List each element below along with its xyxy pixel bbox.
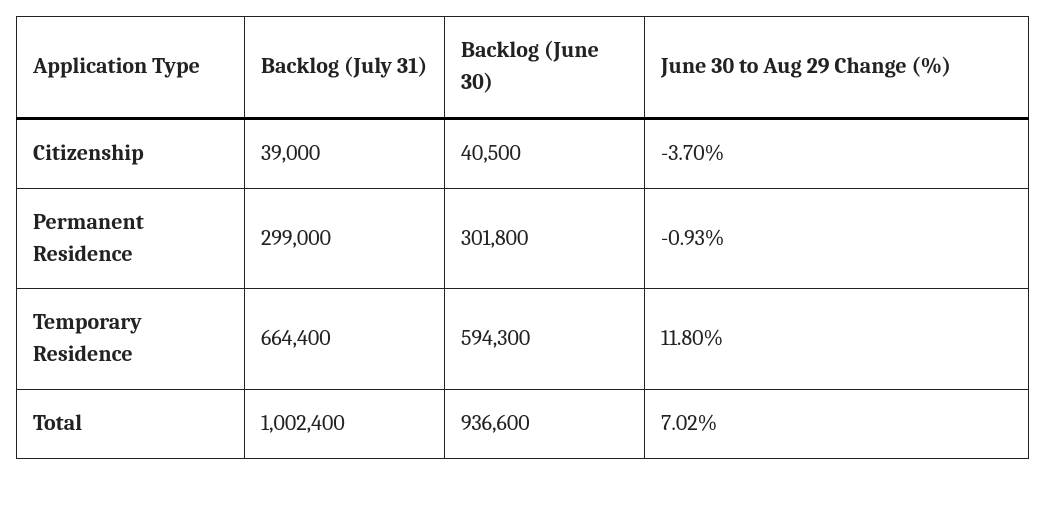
cell-value: 594,300 bbox=[445, 289, 645, 390]
cell-value: 11.80% bbox=[645, 289, 1029, 390]
cell-value: -3.70% bbox=[645, 118, 1029, 188]
table-header-row: Application Type Backlog (July 31) Backl… bbox=[17, 17, 1029, 119]
row-label-temporary-residence: Temporary Residence bbox=[17, 289, 245, 390]
cell-value: -0.93% bbox=[645, 188, 1029, 289]
col-header-backlog-june30: Backlog (June 30) bbox=[445, 17, 645, 119]
table-row: Permanent Residence 299,000 301,800 -0.9… bbox=[17, 188, 1029, 289]
table-row: Temporary Residence 664,400 594,300 11.8… bbox=[17, 289, 1029, 390]
row-label-citizenship: Citizenship bbox=[17, 118, 245, 188]
col-header-application-type: Application Type bbox=[17, 17, 245, 119]
cell-value: 664,400 bbox=[245, 289, 445, 390]
cell-value: 40,500 bbox=[445, 118, 645, 188]
col-header-change: June 30 to Aug 29 Change (%) bbox=[645, 17, 1029, 119]
cell-value: 299,000 bbox=[245, 188, 445, 289]
row-label-total: Total bbox=[17, 390, 245, 459]
cell-value: 301,800 bbox=[445, 188, 645, 289]
cell-value: 39,000 bbox=[245, 118, 445, 188]
backlog-table: Application Type Backlog (July 31) Backl… bbox=[16, 16, 1029, 459]
cell-value: 7.02% bbox=[645, 390, 1029, 459]
table-row: Total 1,002,400 936,600 7.02% bbox=[17, 390, 1029, 459]
table-row: Citizenship 39,000 40,500 -3.70% bbox=[17, 118, 1029, 188]
row-label-permanent-residence: Permanent Residence bbox=[17, 188, 245, 289]
cell-value: 936,600 bbox=[445, 390, 645, 459]
col-header-backlog-july31: Backlog (July 31) bbox=[245, 17, 445, 119]
cell-value: 1,002,400 bbox=[245, 390, 445, 459]
